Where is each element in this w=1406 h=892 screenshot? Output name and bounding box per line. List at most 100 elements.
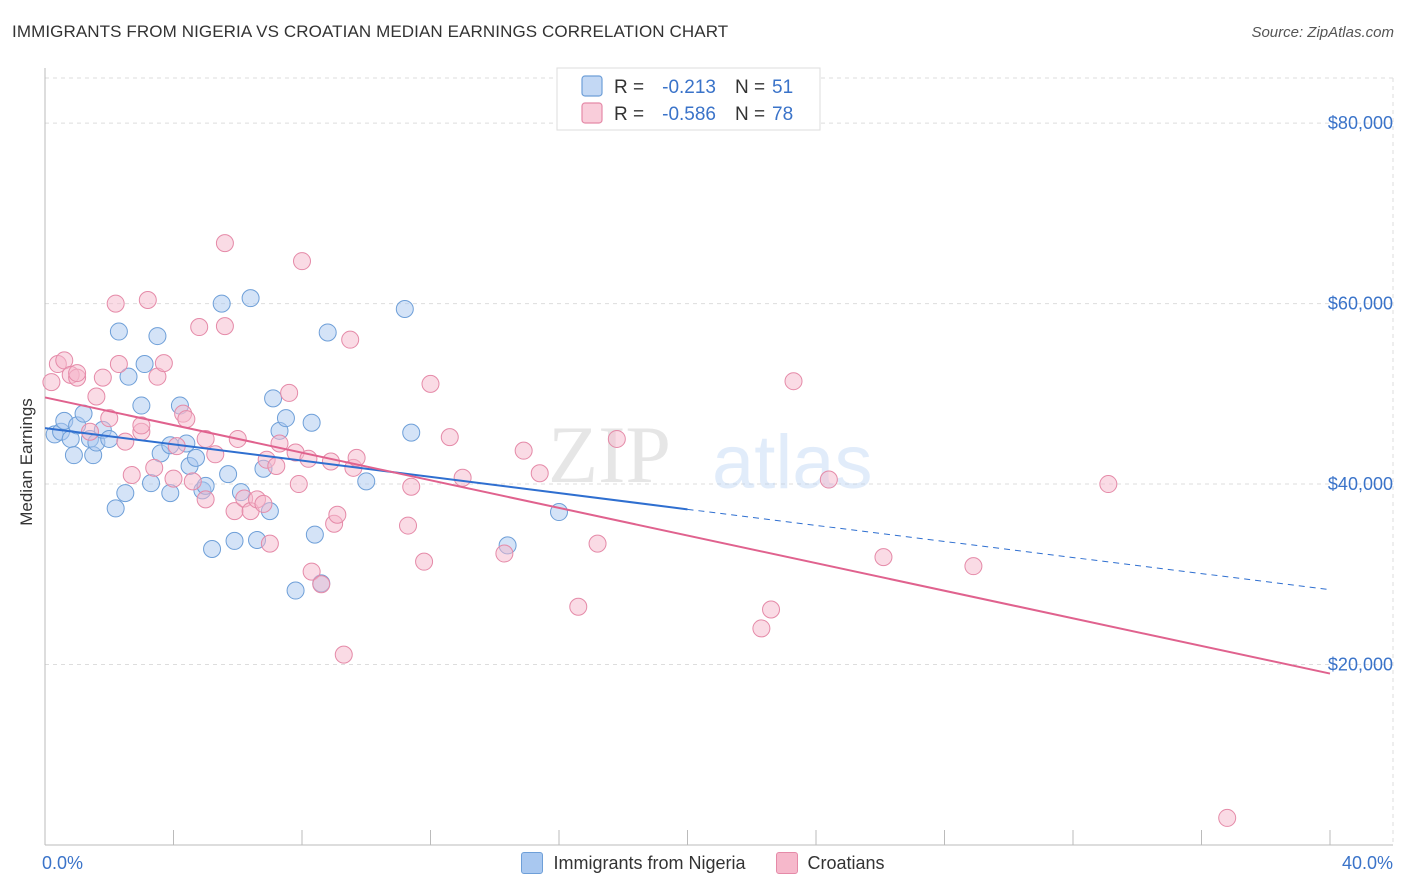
data-point-nigeria bbox=[186, 448, 205, 467]
data-point-croatians bbox=[588, 534, 607, 553]
data-point-croatians bbox=[215, 317, 234, 336]
data-point-nigeria bbox=[135, 355, 154, 374]
stats-n-value: 51 bbox=[772, 77, 793, 98]
data-point-croatians bbox=[402, 477, 421, 496]
stats-swatch bbox=[581, 75, 603, 97]
series-croatians-points bbox=[42, 234, 1237, 827]
data-point-croatians bbox=[293, 252, 311, 271]
data-point-nigeria bbox=[286, 581, 305, 600]
data-point-croatians bbox=[106, 294, 125, 313]
data-point-nigeria bbox=[302, 413, 321, 432]
trend-line-croatians bbox=[44, 396, 1331, 675]
data-point-croatians bbox=[399, 516, 418, 535]
x-tick-label: 40.0% bbox=[1342, 853, 1393, 873]
data-point-croatians bbox=[415, 552, 434, 571]
data-point-nigeria bbox=[116, 484, 135, 503]
data-point-croatians bbox=[145, 458, 164, 477]
data-point-croatians bbox=[1218, 808, 1237, 827]
legend-item-croatians: Croatians bbox=[775, 852, 885, 874]
y-axis-label: Median Earnings bbox=[17, 398, 36, 526]
data-point-nigeria bbox=[395, 300, 414, 319]
data-point-croatians bbox=[42, 373, 61, 392]
data-point-croatians bbox=[819, 470, 838, 489]
data-point-nigeria bbox=[241, 289, 260, 308]
data-point-croatians bbox=[762, 600, 781, 619]
data-point-croatians bbox=[93, 368, 112, 387]
data-point-croatians bbox=[440, 428, 459, 447]
data-point-nigeria bbox=[64, 446, 83, 465]
data-point-nigeria bbox=[264, 389, 283, 408]
data-point-croatians bbox=[164, 469, 183, 488]
data-point-nigeria bbox=[357, 472, 376, 491]
y-tick-label: $20,000 bbox=[1328, 655, 1393, 675]
chart-title: IMMIGRANTS FROM NIGERIA VS CROATIAN MEDI… bbox=[12, 22, 729, 41]
series-legend: Immigrants from Nigeria Croatians bbox=[0, 852, 1406, 874]
y-tick-labels: $20,000 $40,000 $60,000 $80,000 bbox=[1328, 113, 1393, 674]
stats-r-label: R = bbox=[614, 104, 644, 125]
data-point-croatians bbox=[514, 441, 533, 460]
data-point-croatians bbox=[109, 355, 128, 374]
data-point-croatians bbox=[1099, 475, 1118, 494]
stats-n-label: N = bbox=[735, 104, 765, 125]
data-point-croatians bbox=[267, 457, 286, 476]
data-point-nigeria bbox=[305, 525, 324, 544]
data-point-nigeria bbox=[318, 323, 337, 342]
stats-legend: R = -0.213 N = 51 R = -0.586 N = 78 bbox=[556, 67, 821, 131]
data-point-croatians bbox=[254, 494, 273, 513]
data-point-croatians bbox=[341, 330, 360, 349]
stats-swatch bbox=[581, 102, 603, 124]
data-point-croatians bbox=[80, 422, 99, 441]
axes bbox=[44, 68, 1393, 846]
stats-n-value: 78 bbox=[772, 104, 793, 125]
data-point-croatians bbox=[453, 468, 472, 487]
data-point-nigeria bbox=[203, 540, 222, 559]
data-point-croatians bbox=[177, 410, 196, 429]
data-point-croatians bbox=[215, 234, 234, 253]
stats-n-label: N = bbox=[735, 77, 765, 98]
data-point-croatians bbox=[154, 354, 173, 373]
legend-label-croatians: Croatians bbox=[807, 852, 885, 873]
data-point-croatians bbox=[328, 505, 347, 524]
data-point-nigeria bbox=[225, 531, 244, 550]
data-point-croatians bbox=[132, 416, 151, 435]
data-point-croatians bbox=[495, 544, 514, 563]
data-point-nigeria bbox=[142, 474, 161, 493]
trend-lines bbox=[44, 396, 1331, 675]
watermark-zip: ZIP bbox=[548, 409, 671, 500]
data-point-nigeria bbox=[219, 465, 238, 484]
data-point-croatians bbox=[183, 472, 202, 491]
data-point-nigeria bbox=[148, 327, 167, 346]
data-point-nigeria bbox=[212, 294, 231, 313]
data-point-croatians bbox=[784, 372, 803, 391]
data-point-croatians bbox=[196, 490, 215, 509]
legend-swatch-nigeria bbox=[521, 852, 544, 874]
data-point-nigeria bbox=[100, 429, 119, 448]
data-point-croatians bbox=[530, 464, 549, 483]
data-point-nigeria bbox=[402, 423, 421, 442]
data-point-croatians bbox=[334, 645, 353, 664]
stats-r-value: -0.213 bbox=[662, 77, 716, 98]
stats-r-label: R = bbox=[614, 77, 644, 98]
legend-label-nigeria: Immigrants from Nigeria bbox=[553, 852, 746, 873]
legend-item-nigeria: Immigrants from Nigeria bbox=[521, 852, 746, 874]
data-point-croatians bbox=[100, 409, 119, 428]
data-point-nigeria bbox=[106, 499, 125, 518]
stats-r-value: -0.586 bbox=[662, 104, 716, 125]
watermark: ZIP atlas bbox=[548, 409, 873, 505]
y-tick-label: $40,000 bbox=[1328, 474, 1393, 494]
x-tick-label: 0.0% bbox=[42, 853, 83, 873]
data-point-croatians bbox=[302, 562, 321, 581]
trend-line-nigeria bbox=[44, 427, 688, 511]
data-point-croatians bbox=[190, 318, 209, 337]
data-point-croatians bbox=[874, 548, 893, 567]
watermark-atlas: atlas bbox=[712, 420, 873, 505]
data-point-croatians bbox=[607, 429, 626, 448]
data-point-croatians bbox=[116, 432, 135, 451]
data-point-nigeria bbox=[119, 367, 138, 386]
data-point-croatians bbox=[260, 534, 279, 553]
x-tick-labels: 0.0% 40.0% bbox=[42, 853, 1393, 873]
legend-swatch-croatians bbox=[775, 852, 798, 874]
data-point-croatians bbox=[321, 452, 340, 471]
source-label: Source: ZipAtlas.com bbox=[1251, 24, 1394, 41]
